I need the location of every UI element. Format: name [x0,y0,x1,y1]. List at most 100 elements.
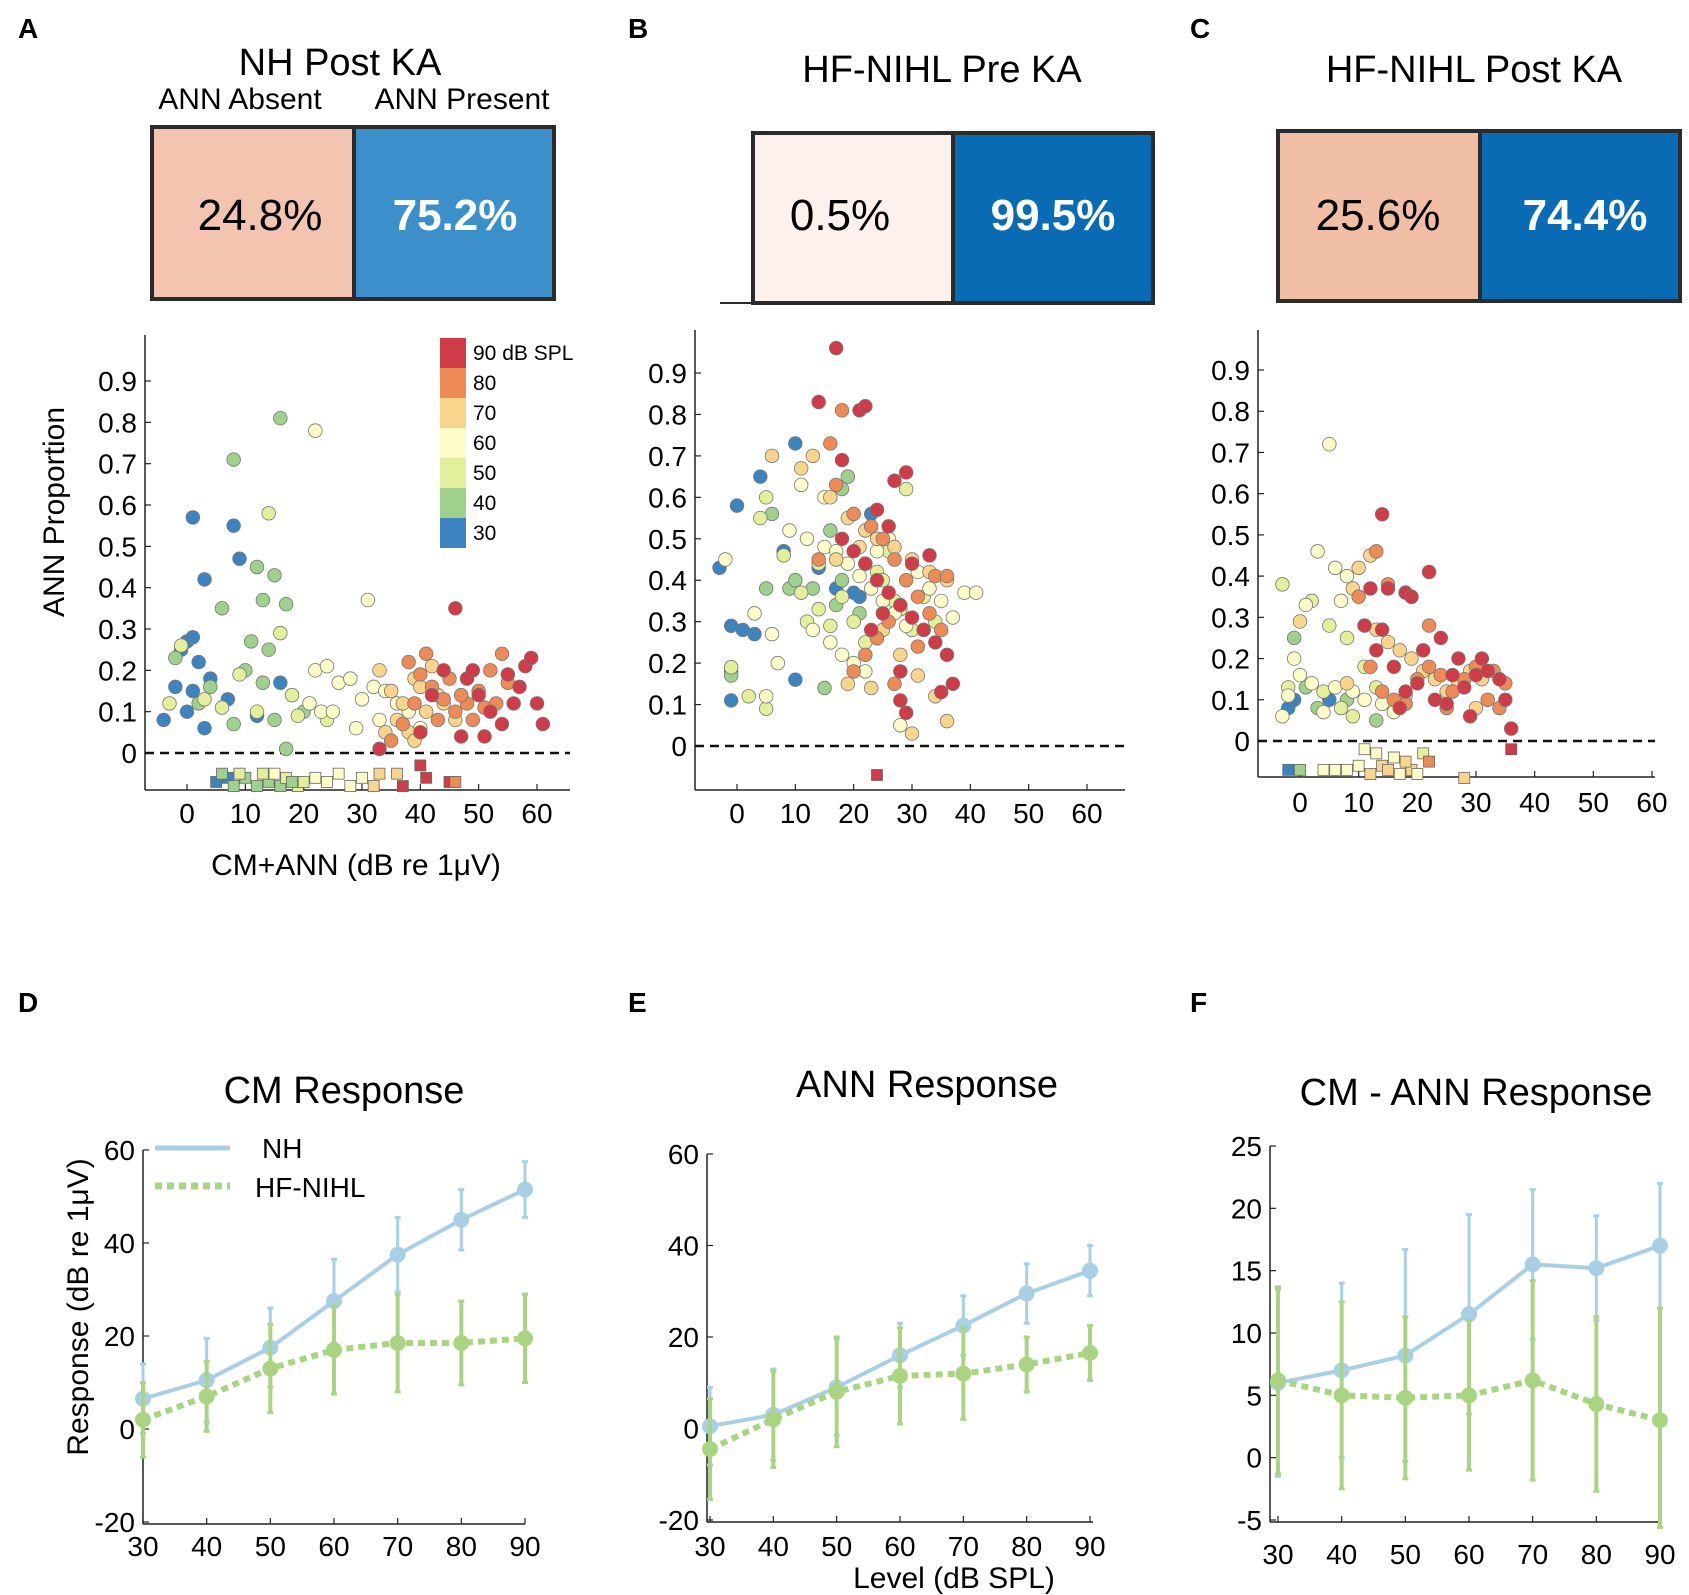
data-point [904,610,920,625]
colorbar-swatch [440,398,466,428]
absent-marker [356,771,368,784]
data-point [817,680,832,696]
data-point [904,556,920,571]
data-point [863,680,879,696]
data-point [471,687,486,703]
data-point [249,559,265,575]
data-point [273,411,288,426]
data-point [910,668,926,683]
data-point [203,679,218,695]
data-point [1380,581,1396,596]
x-tick-label: 30 [1460,787,1491,818]
data-point [805,622,821,638]
data-point [162,696,177,711]
x-tick-label: 80 [446,1531,477,1562]
data-point [869,544,885,559]
absent-marker [367,780,380,792]
x-tick-label: 10 [1343,787,1374,818]
data-point [758,701,774,716]
data-point [267,712,282,728]
y-tick-label: 15 [1231,1256,1262,1287]
absent-marker [1329,763,1342,776]
y-tick-label: 0 [1246,1443,1262,1474]
ann-absent-percent: 24.8% [198,191,323,240]
absent-marker [1294,763,1306,776]
panel-label-f: F [1190,987,1207,1018]
data-point [852,568,867,584]
legend-hfnihl-label: HF-NIHL [255,1172,365,1203]
data-point [494,716,510,732]
data-point [1415,643,1431,658]
data-point [863,622,879,638]
data-point [846,614,861,629]
data-point [413,725,428,740]
absent-marker [1317,763,1330,776]
data-point [383,683,399,699]
y-tick-label: 0 [1234,726,1250,757]
data-point [308,423,323,438]
nh-data-point [389,1246,406,1263]
y-tick-label: 0 [671,731,687,762]
data-point [407,696,422,711]
absent-marker [1341,763,1353,776]
data-point [928,635,943,650]
absent-marker [1370,747,1383,760]
panel-e-xlabel: Level (dB SPL) [853,1562,1055,1595]
data-point [823,523,838,538]
data-point [893,664,908,679]
hfnihl-data-point [1082,1345,1098,1362]
data-point [401,654,416,670]
data-point [1333,700,1349,716]
data-point [811,552,826,567]
data-point [869,502,885,517]
data-point [922,581,937,596]
y-tick-label: 0.4 [1211,561,1250,592]
panel-c-scatter: 0 0.1 0.2 0.3 0.4 0.5 0.6 0.7 0.8 0.9 0 10 20 30 40 50 6… [1211,330,1668,818]
data-point [319,659,335,674]
y-tick-label: 0.5 [648,524,687,555]
hfnihl-data-point [198,1388,215,1405]
data-point [729,498,745,513]
data-point [788,573,803,588]
data-point [1351,589,1366,604]
data-point [758,689,774,704]
data-point [453,687,469,703]
data-point [1351,560,1366,576]
data-point [846,544,861,559]
absent-marker [1411,768,1424,780]
data-point [1492,671,1507,687]
panel-label-a: A [18,13,38,44]
data-point [799,531,815,546]
data-point [887,539,902,555]
data-point [483,663,498,678]
x-tick-label: 40 [1519,787,1550,818]
data-point [793,461,809,476]
y-tick-label: 0.9 [648,358,687,389]
data-point [197,721,212,736]
y-tick-label: 25 [1231,1131,1262,1162]
data-point [360,592,376,608]
data-point [448,601,463,616]
data-point [910,639,926,654]
data-point [1339,630,1355,646]
x-tick-label: 40 [1326,1539,1357,1570]
x-tick-label: 40 [405,798,436,829]
x-tick-label: 40 [758,1531,789,1562]
data-point [1374,684,1390,699]
nh-data-point [1461,1306,1477,1323]
data-point [255,592,271,608]
data-point [1462,709,1478,724]
data-point [939,568,955,584]
hfnihl-data-point [326,1341,342,1358]
data-point [465,712,481,728]
data-point [869,573,885,588]
data-point [823,618,838,634]
absent-marker [227,780,240,792]
ann-present-percent: 74.4% [1523,191,1648,240]
y-tick-label: 0 [683,1414,699,1445]
data-point [1363,659,1378,675]
colorbar-swatch [440,338,466,368]
ann-absent-percent: 0.5% [790,191,890,240]
absent-marker [1282,763,1295,776]
data-point [933,593,949,609]
